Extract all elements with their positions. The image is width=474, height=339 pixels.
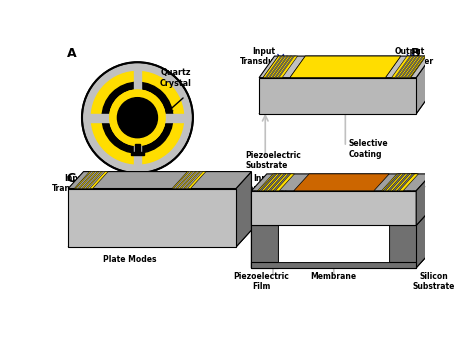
- Polygon shape: [274, 56, 292, 78]
- Polygon shape: [177, 172, 195, 188]
- Polygon shape: [393, 56, 411, 78]
- Polygon shape: [404, 56, 421, 78]
- Text: Piezoelectric
Substrate: Piezoelectric Substrate: [245, 151, 301, 170]
- Polygon shape: [392, 174, 410, 191]
- Text: C: C: [66, 172, 76, 184]
- Polygon shape: [278, 225, 389, 262]
- Polygon shape: [264, 174, 282, 191]
- Text: Output
Transducer: Output Transducer: [164, 174, 212, 193]
- Text: Output
Transducer: Output Transducer: [386, 47, 434, 66]
- Polygon shape: [80, 172, 97, 188]
- Polygon shape: [259, 78, 416, 114]
- Text: Input
Transducer: Input Transducer: [52, 174, 100, 193]
- Polygon shape: [397, 174, 415, 191]
- Bar: [157, 114, 185, 121]
- Polygon shape: [76, 172, 93, 188]
- Polygon shape: [401, 56, 418, 78]
- Circle shape: [102, 82, 173, 153]
- Polygon shape: [405, 56, 422, 78]
- Polygon shape: [173, 172, 191, 188]
- Polygon shape: [274, 56, 292, 78]
- Polygon shape: [398, 56, 415, 78]
- Polygon shape: [395, 56, 411, 78]
- Text: Silicon
Substrate: Silicon Substrate: [413, 272, 455, 291]
- Polygon shape: [383, 174, 401, 191]
- Bar: [90, 114, 118, 121]
- Polygon shape: [388, 174, 405, 191]
- Text: D: D: [410, 172, 420, 184]
- Text: B: B: [410, 47, 420, 60]
- Polygon shape: [182, 172, 199, 188]
- Polygon shape: [251, 191, 416, 225]
- Polygon shape: [267, 56, 284, 78]
- Text: Plate Modes: Plate Modes: [103, 255, 156, 264]
- Bar: [389, 225, 416, 268]
- Polygon shape: [268, 56, 285, 78]
- Bar: [251, 262, 416, 268]
- Polygon shape: [259, 56, 431, 78]
- Polygon shape: [263, 56, 281, 78]
- Polygon shape: [272, 56, 288, 78]
- Circle shape: [118, 98, 157, 138]
- Text: Input
Transducer: Input Transducer: [240, 174, 289, 193]
- Polygon shape: [416, 56, 431, 114]
- Polygon shape: [68, 230, 251, 247]
- Text: Input
Transducer: Input Transducer: [240, 47, 288, 66]
- Circle shape: [109, 90, 165, 145]
- Bar: [130, 152, 145, 155]
- Polygon shape: [172, 172, 206, 188]
- Polygon shape: [409, 56, 426, 78]
- Polygon shape: [83, 172, 101, 188]
- Polygon shape: [397, 56, 415, 78]
- Text: Output
Transducer: Output Transducer: [378, 174, 427, 193]
- Polygon shape: [278, 56, 296, 78]
- Polygon shape: [407, 56, 424, 78]
- Polygon shape: [251, 174, 431, 191]
- Polygon shape: [68, 188, 236, 247]
- Circle shape: [91, 72, 183, 164]
- Polygon shape: [263, 56, 298, 78]
- Polygon shape: [278, 208, 405, 225]
- Polygon shape: [257, 174, 294, 191]
- Text: Quartz
Crystal: Quartz Crystal: [160, 68, 192, 88]
- Text: Membrane: Membrane: [311, 272, 357, 281]
- Polygon shape: [268, 174, 286, 191]
- Text: Selective
Coating: Selective Coating: [348, 139, 388, 159]
- Polygon shape: [74, 172, 108, 188]
- Polygon shape: [401, 56, 419, 78]
- Bar: [134, 138, 141, 165]
- Polygon shape: [259, 174, 277, 191]
- Polygon shape: [382, 174, 419, 191]
- Polygon shape: [251, 208, 294, 268]
- Text: A: A: [66, 47, 76, 60]
- Polygon shape: [392, 56, 425, 78]
- Text: Piezoelectric
Film: Piezoelectric Film: [234, 272, 289, 291]
- Circle shape: [118, 98, 157, 138]
- Polygon shape: [185, 172, 203, 188]
- Polygon shape: [273, 174, 291, 191]
- Polygon shape: [87, 172, 105, 188]
- Polygon shape: [83, 172, 251, 230]
- Circle shape: [109, 90, 165, 145]
- Polygon shape: [271, 56, 288, 78]
- Polygon shape: [290, 56, 401, 78]
- Polygon shape: [259, 92, 431, 114]
- Bar: [134, 70, 141, 98]
- Bar: [135, 144, 140, 153]
- Polygon shape: [278, 56, 294, 78]
- Polygon shape: [416, 174, 431, 225]
- Polygon shape: [68, 172, 251, 188]
- Polygon shape: [290, 56, 401, 78]
- Polygon shape: [251, 251, 431, 268]
- Polygon shape: [294, 174, 389, 191]
- Polygon shape: [236, 172, 251, 247]
- Polygon shape: [265, 56, 282, 78]
- Polygon shape: [416, 208, 431, 268]
- Polygon shape: [389, 208, 431, 268]
- Bar: [251, 225, 278, 268]
- Circle shape: [82, 62, 193, 173]
